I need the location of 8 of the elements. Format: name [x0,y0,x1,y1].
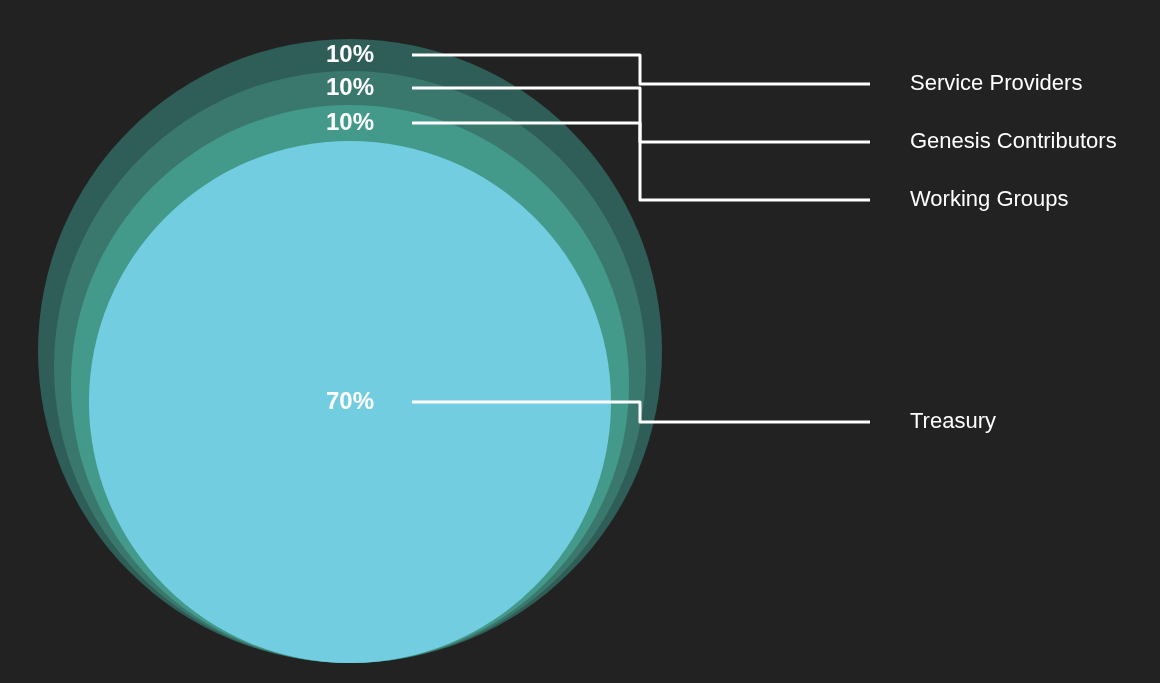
data-label: 10% [325,72,375,100]
data-label: 70% [325,386,375,414]
data-label: 10% [325,107,375,135]
category-label: Genesis Contributors [910,128,1117,154]
data-label: 10% [325,39,375,67]
category-label: Service Providers [910,70,1083,96]
category-label: Working Groups [910,186,1069,212]
category-label: Treasury [910,408,996,434]
